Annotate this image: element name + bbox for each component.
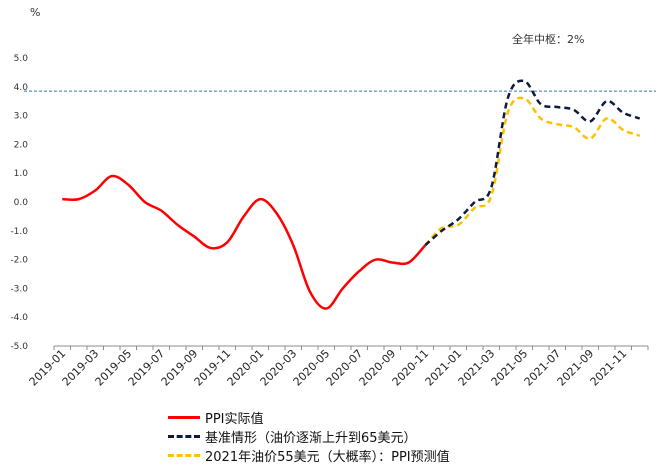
y-tick-label: 2.0 xyxy=(14,140,29,150)
y-tick-label: 0.0 xyxy=(14,198,29,208)
y-tick-label: -1.0 xyxy=(10,227,28,237)
legend-label-actual: PPI实际值 xyxy=(205,412,264,427)
legend-label-forecast: 2021年油价55美元（大概率）：PPI预测值 xyxy=(205,450,450,465)
y-tick-label: 4.0 xyxy=(14,83,29,93)
y-tick-label: 1.0 xyxy=(14,169,29,179)
series-ppi-actual xyxy=(62,174,427,310)
y-unit-label: % xyxy=(30,6,41,19)
series-baseline-forecast xyxy=(424,79,641,247)
legend-swatch-baseline xyxy=(168,435,200,438)
legend-item-forecast: 2021年油价55美元（大概率）：PPI预测值 xyxy=(168,446,450,465)
ppi-line-chart: 5.0 4.0 3.0 2.0 1.0 0.0 -1.0 -2.0 -3.0 -4.0 -5.0 20… xyxy=(10,54,656,389)
legend-swatch-actual xyxy=(168,416,200,419)
y-tick-label: -3.0 xyxy=(10,284,28,294)
y-tick-label: 3.0 xyxy=(14,112,29,122)
legend-label-baseline: 基准情形（油价逐渐上升到65美元） xyxy=(205,431,417,446)
legend: PPI实际值 基准情形（油价逐渐上升到65美元） 2021年油价55美元（大概率… xyxy=(168,408,450,465)
legend-item-baseline: 基准情形（油价逐渐上升到65美元） xyxy=(168,427,450,446)
y-tick-label: -5.0 xyxy=(10,342,28,352)
annual-center-annotation: 全年中枢：2% xyxy=(512,33,585,46)
y-tick-label: 5.0 xyxy=(14,54,29,64)
x-tick-label: 2021-11 xyxy=(588,347,630,389)
y-tick-label: -2.0 xyxy=(10,256,28,266)
legend-swatch-forecast xyxy=(168,454,200,457)
y-tick-label: -4.0 xyxy=(10,313,28,323)
series-oil55-forecast xyxy=(424,96,641,247)
legend-item-actual: PPI实际值 xyxy=(168,408,450,427)
